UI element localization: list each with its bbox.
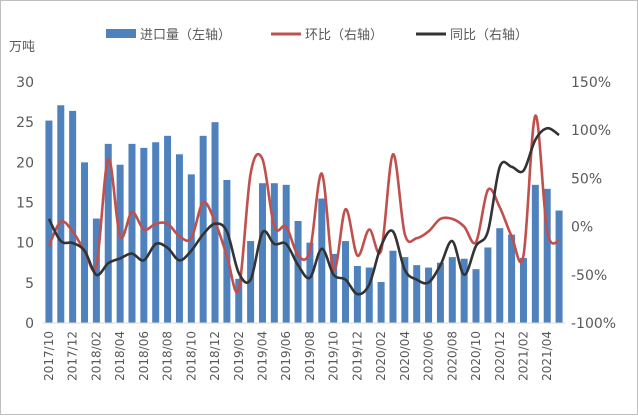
x-tick-label: 2019/08 bbox=[303, 331, 317, 381]
left-axis-unit: 万吨 bbox=[9, 40, 35, 55]
bar bbox=[92, 218, 100, 323]
bar bbox=[448, 257, 456, 323]
bar bbox=[104, 143, 112, 323]
right-tick-label: -50% bbox=[571, 268, 607, 284]
bar bbox=[69, 110, 77, 323]
x-tick-label: 2018/10 bbox=[184, 331, 198, 381]
x-tick-label: 2018/12 bbox=[208, 331, 222, 381]
right-tick-label: 100% bbox=[571, 123, 611, 139]
x-tick-label: 2018/08 bbox=[161, 331, 175, 381]
bar bbox=[365, 267, 373, 323]
legend-label: 环比（右轴） bbox=[305, 28, 383, 43]
left-tick-label: 10 bbox=[16, 236, 34, 252]
left-tick-label: 5 bbox=[25, 276, 34, 292]
bar bbox=[508, 234, 516, 323]
x-tick-label: 2020/02 bbox=[374, 331, 388, 381]
legend: 进口量（左轴） 环比（右轴） 同比（右轴） bbox=[106, 28, 528, 43]
bar bbox=[460, 258, 468, 323]
left-tick-label: 0 bbox=[25, 316, 34, 332]
bar bbox=[282, 184, 290, 323]
bar bbox=[330, 253, 338, 323]
bar bbox=[555, 210, 563, 323]
bar bbox=[270, 183, 278, 323]
bar bbox=[164, 135, 172, 323]
bar bbox=[425, 267, 433, 323]
left-tick-label: 30 bbox=[16, 75, 34, 91]
bar bbox=[436, 262, 444, 323]
bar bbox=[472, 269, 480, 323]
series-line-1 bbox=[47, 114, 561, 294]
legend-label: 同比（右轴） bbox=[450, 28, 528, 43]
bar bbox=[496, 228, 504, 323]
x-tick-label: 2019/06 bbox=[279, 331, 293, 381]
right-tick-label: -100% bbox=[571, 316, 616, 332]
series-line-2 bbox=[47, 126, 560, 296]
x-tick-label: 2020/10 bbox=[469, 331, 483, 381]
bar bbox=[543, 188, 551, 323]
legend-swatch bbox=[106, 29, 136, 38]
bar bbox=[116, 164, 124, 323]
left-tick-label: 20 bbox=[16, 155, 34, 171]
bar bbox=[318, 198, 326, 323]
x-tick-label: 2020/04 bbox=[398, 331, 412, 381]
bar bbox=[531, 184, 539, 323]
right-tick-label: 0% bbox=[571, 220, 593, 236]
x-tick-label: 2017/12 bbox=[66, 331, 80, 381]
bar bbox=[81, 162, 89, 323]
left-tick-label: 25 bbox=[16, 115, 34, 131]
x-tick-label: 2019/10 bbox=[327, 331, 341, 381]
bar bbox=[247, 241, 255, 323]
bar bbox=[306, 242, 314, 323]
bar bbox=[128, 143, 136, 323]
x-tick-label: 2020/08 bbox=[445, 331, 459, 381]
bar bbox=[377, 282, 385, 323]
x-tick-label: 2020/06 bbox=[422, 331, 436, 381]
legend-label: 进口量（左轴） bbox=[140, 28, 231, 43]
bar bbox=[413, 265, 421, 323]
bar bbox=[258, 183, 266, 323]
right-tick-label: 50% bbox=[571, 171, 602, 187]
bar bbox=[57, 105, 65, 324]
x-tick-label: 2018/06 bbox=[137, 331, 151, 381]
bar bbox=[175, 154, 183, 323]
bar bbox=[484, 247, 492, 323]
x-tick-label: 2018/02 bbox=[89, 331, 103, 381]
x-tick-label: 2020/12 bbox=[493, 331, 507, 381]
x-tick-label: 2019/02 bbox=[232, 331, 246, 381]
x-tick-label: 2019/04 bbox=[255, 331, 269, 381]
x-tick-label: 2017/10 bbox=[42, 331, 56, 381]
bar bbox=[140, 147, 148, 323]
left-tick-label: 15 bbox=[16, 196, 34, 212]
x-tick-label: 2021/02 bbox=[516, 331, 530, 381]
x-tick-label: 2018/04 bbox=[113, 331, 127, 381]
bar bbox=[223, 180, 231, 323]
right-tick-label: 150% bbox=[571, 75, 611, 91]
bar bbox=[389, 250, 397, 323]
bar bbox=[199, 135, 207, 323]
x-tick-label: 2021/04 bbox=[540, 331, 554, 381]
x-tick-label: 2019/12 bbox=[350, 331, 364, 381]
bar bbox=[342, 241, 350, 323]
bar bbox=[294, 220, 302, 323]
bar bbox=[152, 142, 160, 323]
bar bbox=[235, 278, 243, 323]
bar bbox=[519, 257, 527, 323]
bar bbox=[401, 257, 409, 323]
